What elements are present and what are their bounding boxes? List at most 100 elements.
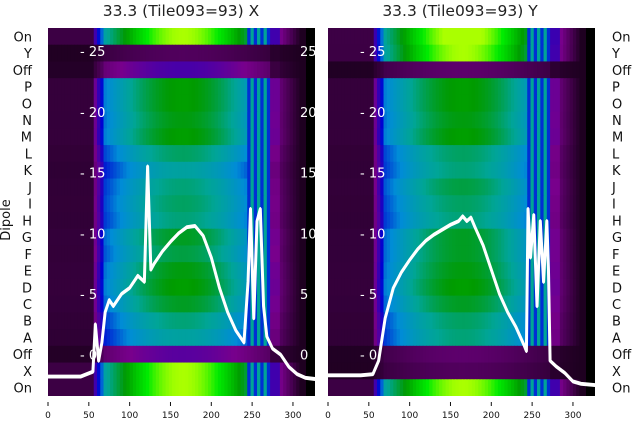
heatmap-cell [344,161,349,180]
heatmap-cell [96,94,101,113]
heatmap-cell [266,379,271,396]
heatmap-cell [74,94,78,113]
heatmap-cell [172,78,176,96]
heatmap-cell [237,44,242,63]
heatmap-cell [230,228,235,247]
heatmap-cell [592,44,595,63]
heatmap-cell [494,61,499,79]
heatmap-cell [341,178,345,196]
heatmap-cell [221,329,225,347]
heatmap-cell [123,329,127,347]
heatmap-cell [357,228,362,247]
heatmap-cell [507,161,512,180]
heatmap-cell [435,128,440,146]
heatmap-cell [253,362,258,380]
heatmap-cell [188,78,193,96]
heatmap-cell [302,228,307,247]
heatmap-cell [240,278,245,297]
heatmap-cell [393,228,398,247]
heatmap-cell [474,28,479,46]
heatmap-cell [312,128,315,146]
heatmap-cell [520,28,525,46]
heatmap-cell [296,28,301,46]
heatmap-cell [550,278,554,297]
heatmap-cell [452,128,456,146]
heatmap-cell [302,245,307,263]
heatmap-cell [67,61,72,79]
heatmap-cell [543,44,548,63]
heatmap-cell [334,195,339,213]
heatmap-cell [283,379,288,396]
heatmap-cell [488,161,492,180]
heatmap-cell [247,94,252,113]
heatmap-cell [435,111,440,129]
heatmap-cell [497,262,502,280]
heatmap-cell [70,262,75,280]
heatmap-cell [380,128,385,146]
heatmap-cell [563,94,568,113]
heatmap-cell [517,161,522,180]
heatmap-cell [113,312,118,330]
heatmap-cell [543,28,548,46]
heatmap-cell [299,78,304,96]
heatmap-cell [412,161,417,180]
heatmap-cell [432,61,437,79]
heatmap-cell [194,44,199,63]
heatmap-cell [145,245,150,263]
heatmap-cell [234,178,239,196]
heatmap-cell [54,195,59,213]
heatmap-cell [380,178,385,196]
heatmap-cell [484,178,489,196]
heatmap-cell [484,212,489,230]
heatmap-cell [380,195,385,213]
heatmap-cell [344,28,349,46]
heatmap-cell [123,44,127,63]
heatmap-cell [152,262,157,280]
heatmap-cell [80,245,85,263]
heatmap-cell [139,262,144,280]
heatmap-cell [243,212,248,230]
heatmap-cell [126,228,131,247]
heatmap-cell [559,278,564,297]
heatmap-cell [455,28,460,46]
heatmap-cell [569,329,574,347]
heatmap-cell [497,145,502,163]
heatmap-cell [553,128,558,146]
heatmap-cell [429,78,434,96]
heatmap-cell [527,28,532,46]
heatmap-cell [582,362,587,380]
heatmap-cell [90,212,95,230]
heatmap-cell [142,178,147,196]
heatmap-cell [155,195,160,213]
heatmap-cell [289,245,294,263]
heatmap-cell [344,312,349,330]
heatmap-cell [331,295,336,313]
heatmap-cell [119,295,124,313]
overlay-ytick-label: - 0 [80,349,97,364]
heatmap-cell [260,195,265,213]
heatmap-cell [257,295,261,313]
heatmap-cell [152,178,157,196]
heatmap-cell [136,178,141,196]
heatmap-cell [139,94,144,113]
heatmap-cell [185,94,190,113]
heatmap-cell [491,295,496,313]
heatmap-cell [292,61,297,79]
heatmap-cell [227,345,232,364]
heatmap-cell [468,278,473,297]
heatmap-cell [243,278,248,297]
heatmap-cell [253,329,258,347]
heatmap-cell [51,128,56,146]
heatmap-cell [260,379,265,396]
heatmap-cell [458,61,463,79]
heatmap-cell [266,228,271,247]
chart-title-y: 33.3 (Tile093=93) Y [382,2,538,20]
heatmap-cell [455,362,460,380]
heatmap-cell [347,295,352,313]
heatmap-cell [217,178,222,196]
heatmap-cell [527,61,532,79]
heatmap-cell [350,178,355,196]
heatmap-cell [168,78,173,96]
heatmap-cell [439,78,443,96]
heatmap-cell [341,228,345,247]
